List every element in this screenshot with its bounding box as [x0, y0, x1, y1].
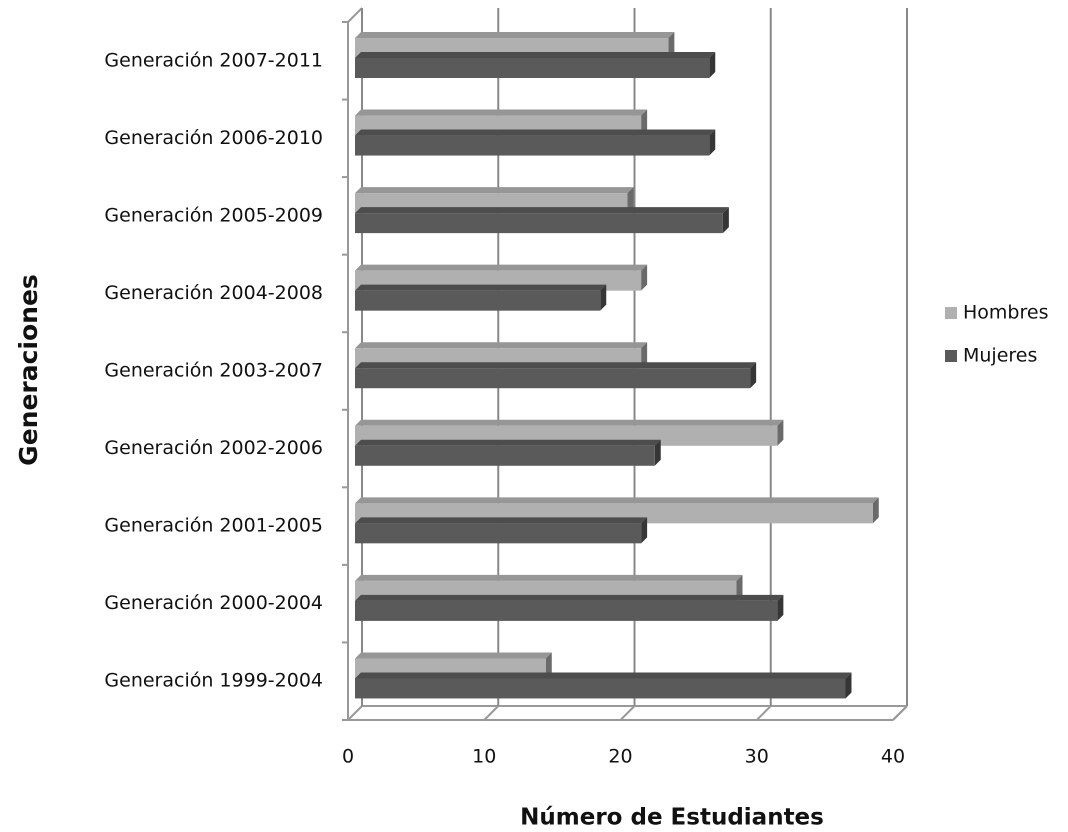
bar	[355, 213, 723, 234]
bar-top	[355, 32, 675, 38]
bar-side	[641, 517, 648, 544]
bar-side	[777, 419, 784, 446]
bar	[355, 135, 710, 156]
bar-top	[355, 362, 757, 369]
bar	[355, 290, 601, 311]
bar-top	[355, 652, 552, 659]
bar-side	[600, 284, 607, 311]
bar	[355, 678, 846, 699]
y-tick-label: Generación 2003-2007	[104, 360, 323, 382]
x-tick-label: 30	[745, 746, 769, 768]
bar	[355, 523, 642, 544]
bar-top	[355, 284, 607, 291]
bar-side	[641, 342, 648, 369]
y-tick-label: Generación 1999-2004	[104, 670, 323, 692]
x-tick	[347, 705, 363, 721]
bar-side	[750, 362, 757, 389]
bar-top	[355, 594, 784, 601]
x-tick-label: 0	[342, 746, 354, 768]
bar-side	[736, 574, 743, 601]
x-tick-label: 20	[608, 746, 632, 768]
bar-side	[709, 129, 716, 156]
bar-top	[355, 497, 879, 504]
bar-top	[355, 187, 634, 194]
bar-top	[355, 52, 716, 58]
bar-top	[355, 264, 648, 271]
bar-side	[668, 32, 675, 58]
bar-top	[355, 109, 648, 116]
bar-top	[355, 517, 648, 524]
bar-side	[654, 439, 661, 466]
x-tick	[892, 705, 908, 721]
bar-top	[355, 207, 729, 214]
x-tick-label: 10	[472, 746, 496, 768]
bar-side	[641, 109, 648, 136]
y-tick-label: Generación 2001-2005	[104, 515, 323, 537]
bar-side	[722, 207, 729, 234]
bar-side	[872, 497, 879, 524]
bar-top	[355, 419, 784, 426]
x-tick	[619, 705, 636, 721]
bar-top	[355, 439, 661, 446]
bar	[355, 445, 655, 466]
legend-label: Hombres	[963, 302, 1048, 324]
bar-side	[545, 652, 552, 679]
legend-swatch	[945, 350, 957, 362]
bar-top	[355, 574, 743, 581]
y-tick-label: Generación 2002-2006	[104, 437, 323, 459]
bar-top	[355, 342, 648, 349]
bar-side	[627, 187, 634, 214]
legend-swatch	[945, 307, 957, 319]
y-tick-label: Generación 2007-2011	[104, 49, 323, 71]
bar-top	[355, 672, 852, 679]
bar-side	[777, 594, 784, 621]
x-tick	[483, 705, 499, 721]
x-axis-title: Número de Estudiantes	[520, 805, 824, 831]
bar-side	[845, 672, 852, 699]
x-tick	[756, 705, 772, 721]
y-tick-label: Generación 2006-2010	[104, 127, 323, 149]
bar-side	[709, 52, 716, 78]
bar	[355, 368, 751, 389]
y-tick-label: Generación 2005-2009	[104, 204, 323, 226]
y-axis-title: Generaciones	[14, 274, 43, 466]
bar-side	[641, 264, 648, 291]
x-tick-label: 40	[881, 746, 905, 768]
bar-top	[355, 129, 716, 136]
y-tick-label: Generación 2004-2008	[104, 282, 323, 304]
legend-label: Mujeres	[963, 345, 1037, 367]
bar	[355, 600, 778, 621]
bar	[355, 58, 710, 78]
y-tick-label: Generación 2000-2004	[104, 592, 323, 614]
